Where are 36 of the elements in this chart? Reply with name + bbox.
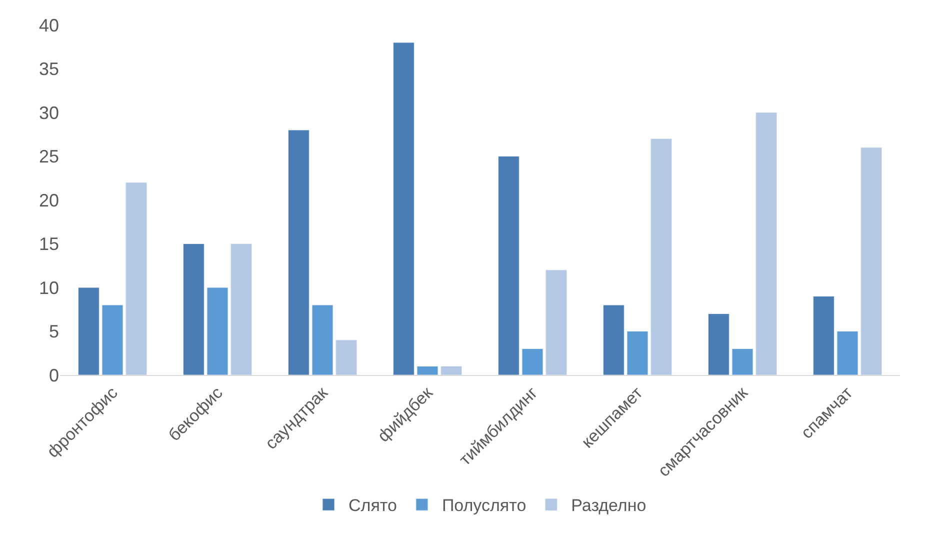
bar [206,287,228,375]
bar [78,287,100,375]
bar [182,244,204,375]
bar [650,138,672,375]
bar [440,366,462,375]
bar [602,304,624,375]
bar [522,348,544,375]
y-tick-label: 35 [38,59,59,80]
bar [812,296,834,375]
bar [288,130,310,375]
bar [416,366,438,375]
y-tick-label: 10 [38,278,59,298]
bar [860,147,882,375]
y-tick-label: 15 [38,234,59,254]
bar [336,340,358,375]
bar [312,304,334,375]
bar [126,182,148,375]
legend-label: Разделно [571,496,646,516]
y-tick-label: 30 [38,102,59,123]
y-tick-label: 40 [38,15,59,36]
bar [732,348,754,375]
y-tick-label: 20 [38,190,59,210]
bar [498,156,520,375]
bar [546,270,568,375]
y-tick-label: 0 [48,365,59,386]
bar [392,42,414,375]
bar [708,314,730,375]
bar [230,244,252,375]
bar [626,331,648,375]
bar [756,112,778,375]
legend-label: Полуслято [442,496,526,516]
y-tick-label: 25 [38,146,59,167]
y-tick-label: 5 [48,322,59,342]
bar [836,331,858,375]
legend-label: Слято [348,496,397,516]
bar [102,304,124,375]
